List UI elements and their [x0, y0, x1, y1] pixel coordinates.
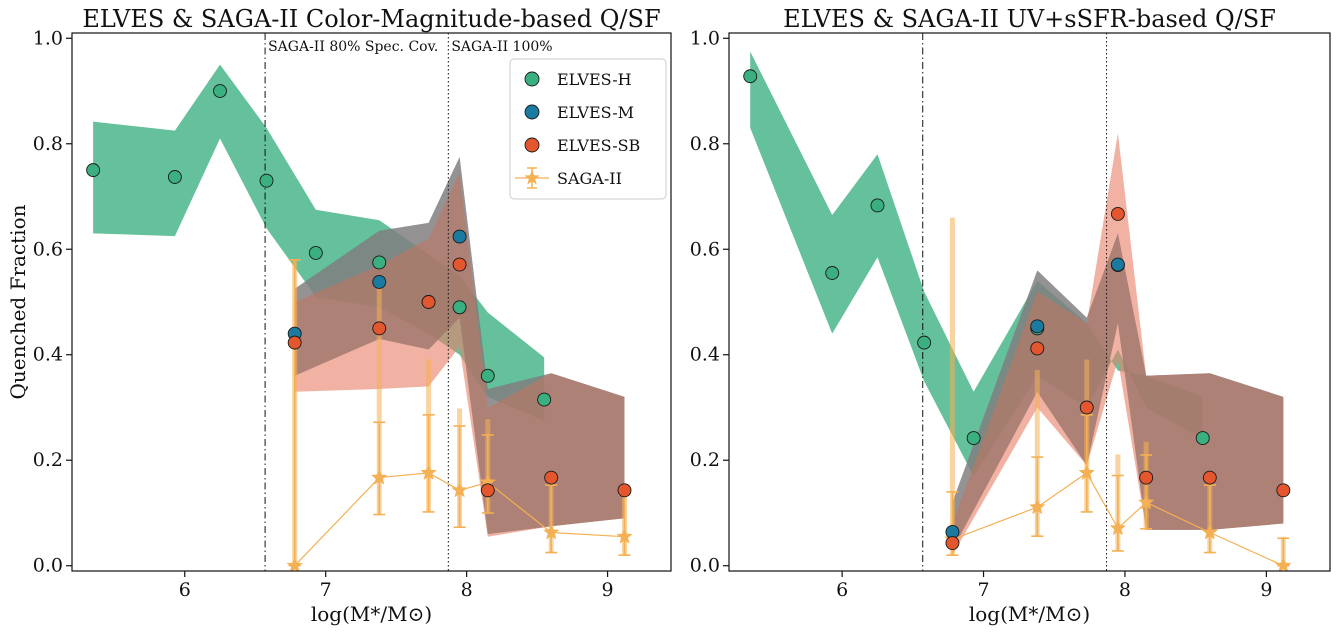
y-tick-label: 0.4	[690, 344, 720, 366]
elves_sb-point	[1202, 470, 1217, 485]
elves_sb-point	[1079, 400, 1094, 415]
y-tick-label: 1.0	[33, 27, 63, 49]
axes-frame	[71, 32, 672, 572]
y-tick-label: 0.6	[690, 238, 720, 260]
saga-series	[286, 259, 633, 571]
elves_sb-point	[544, 470, 559, 485]
legend-marker-elves_sb	[524, 137, 540, 153]
x-axis-label: log(M*/M⊙)	[311, 602, 432, 626]
elves_sb-points	[287, 257, 632, 498]
elves_sb-point	[1110, 206, 1125, 221]
x-tick-label: 7	[977, 579, 989, 601]
legend-marker-saga	[524, 170, 540, 185]
elves_h-point	[86, 163, 101, 178]
legend-marker-elves_m	[524, 104, 540, 120]
x-tick-label: 6	[179, 579, 191, 601]
elves_h-point	[537, 392, 552, 407]
saga-series	[944, 217, 1292, 571]
elves_h-point	[480, 368, 495, 383]
legend-label-saga: SAGA-II	[557, 169, 622, 188]
vline-label-0: SAGA-II 80% Spec. Cov.	[268, 39, 438, 55]
elves_h-point	[372, 255, 387, 270]
x-tick-label: 9	[1260, 579, 1272, 601]
elves_sb-point	[617, 483, 632, 498]
elves_m-point	[1110, 257, 1125, 272]
elves_m-point	[372, 275, 387, 289]
elves_m-points	[945, 257, 1125, 539]
y-tick-label: 0.2	[690, 449, 720, 471]
legend-label-elves_sb: ELVES-SB	[557, 136, 640, 155]
y-axis-label: Quenched Fraction	[6, 204, 30, 399]
elves_sb-point	[452, 257, 467, 272]
chart-title: ELVES & SAGA-II UV+sSFR-based Q/SF	[783, 5, 1276, 33]
bands	[93, 64, 625, 537]
y-tick-label: 0.0	[690, 555, 720, 577]
x-axis-label: log(M*/M⊙)	[969, 602, 1090, 626]
saga-point	[451, 481, 468, 498]
legend-label-elves_m: ELVES-M	[557, 103, 634, 122]
panel-uv-ssfr: 0.0 0.2 0.4 0.6 0.8 1.0 6 7 8 9 ELVES & SAGA-II UV…	[690, 5, 1331, 626]
x-tick-label: 8	[461, 579, 473, 601]
elves_sb-point	[372, 321, 387, 336]
y-tick-label: 0.0	[33, 555, 63, 577]
saga-point	[542, 523, 560, 540]
elves_m-point	[452, 229, 467, 244]
elves_sb-point	[1276, 483, 1291, 498]
saga-point	[616, 527, 633, 544]
saga-point	[1078, 464, 1096, 480]
y-tick-label: 0.2	[33, 449, 63, 471]
saga-point	[1275, 556, 1292, 571]
vline-label-1: SAGA-II 100%	[451, 39, 552, 55]
legend: ELVES-H ELVES-M ELVES-SB SAGA-II	[509, 58, 667, 200]
saga-point	[1137, 493, 1155, 510]
axes-frame	[728, 32, 1331, 572]
x-tick-label: 8	[1119, 579, 1131, 601]
elves_sb-point	[287, 335, 302, 350]
elves_m-point	[1030, 319, 1045, 334]
elves_h-point	[966, 431, 981, 446]
y-tick-label: 0.6	[33, 238, 63, 260]
elves_sb-point	[421, 295, 436, 309]
elves_sb-point	[945, 536, 960, 550]
y-tick-label: 0.8	[690, 133, 720, 155]
elves_h-point	[917, 335, 932, 350]
saga-point	[370, 468, 388, 485]
elves_h-point	[259, 173, 274, 188]
y-tick-label: 0.4	[33, 344, 63, 366]
saga-point	[1201, 523, 1219, 540]
saga-point	[1029, 498, 1046, 515]
elves_h-points	[86, 84, 552, 407]
elves_sb-point	[480, 483, 495, 498]
saga-point	[1109, 519, 1127, 536]
saga-point	[286, 556, 303, 571]
band-overlap	[294, 157, 625, 535]
band-overlap	[952, 233, 1284, 550]
elves_h-point	[213, 84, 227, 98]
panel-color-magnitude: SAGA-II 80% Spec. Cov. SAGA-II 100% 0.0 0.2…	[6, 5, 672, 626]
x-tick-label: 9	[602, 579, 614, 601]
legend-marker-elves_h	[524, 71, 540, 87]
elves_sb-points	[945, 206, 1291, 550]
elves_h-point	[452, 300, 467, 315]
elves_h-point	[167, 170, 182, 184]
chart-title: ELVES & SAGA-II Color-Magnitude-based Q/…	[82, 5, 660, 33]
x-tick-label: 7	[320, 579, 332, 601]
elves_sb-point	[1139, 470, 1154, 485]
elves_h-point	[870, 198, 885, 213]
elves_sb-point	[1030, 341, 1045, 356]
y-tick-label: 0.8	[33, 133, 63, 155]
saga-point	[420, 464, 437, 480]
legend-label-elves_h: ELVES-H	[557, 70, 632, 89]
x-tick-label: 6	[836, 579, 848, 601]
elves_h-point	[825, 266, 840, 280]
bands	[750, 51, 1284, 556]
legend-box	[509, 58, 667, 200]
elves_h-point	[308, 245, 323, 260]
elves_h-point	[1195, 431, 1210, 446]
y-tick-label: 1.0	[690, 27, 720, 49]
elves_h-point	[743, 69, 758, 84]
